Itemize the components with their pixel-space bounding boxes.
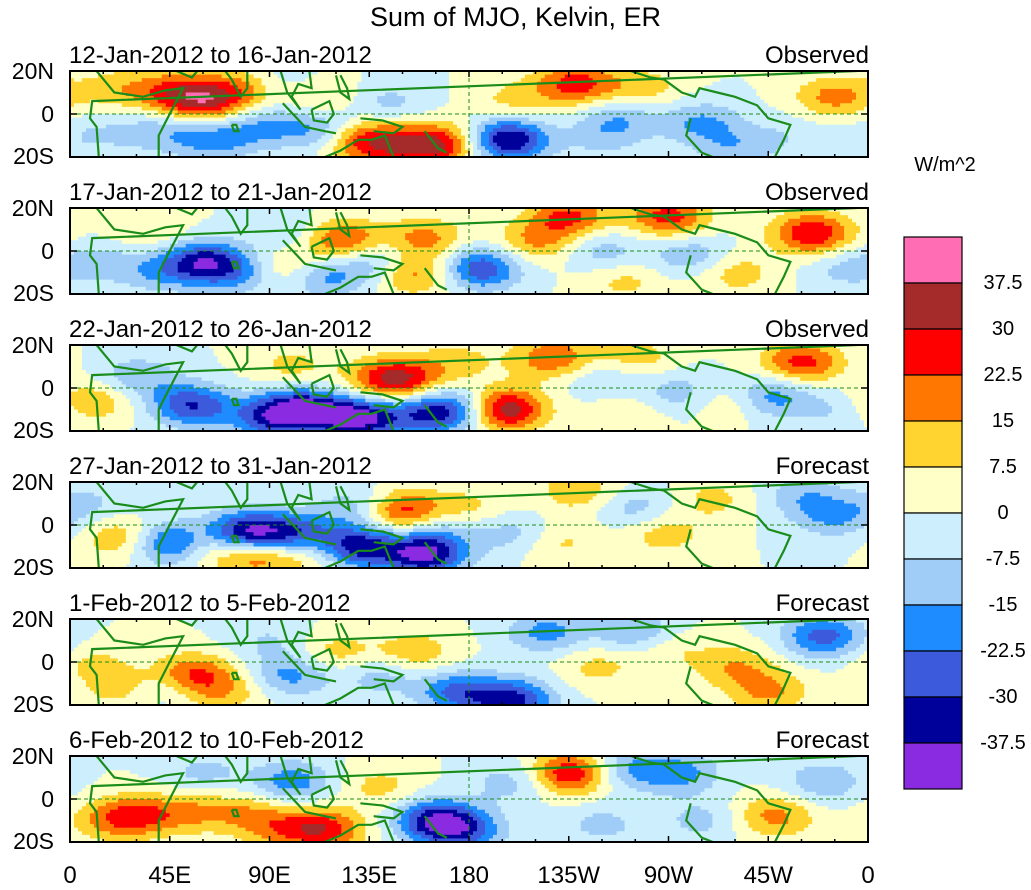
panel-date-range: 27-Jan-2012 to 31-Jan-2012 [69,453,372,481]
lat-tick-label: 20S [0,417,54,443]
panel-date-range: 12-Jan-2012 to 16-Jan-2012 [69,42,372,70]
colorbar-swatch [904,237,962,283]
lon-tick-label: 135W [529,862,609,890]
lat-tick-label: 0 [0,786,54,812]
map-panel-3 [70,341,869,432]
colorbar-swatch [904,513,962,559]
lat-tick-label: 20N [0,469,54,495]
lat-tick-label: 0 [0,238,54,264]
lat-tick-label: 0 [0,375,54,401]
colorbar-swatch [904,697,962,743]
colorbar-level-label: -7.5 [975,548,1031,570]
lat-tick-label: 20S [0,691,54,717]
colorbar-level-label: -22.5 [975,640,1031,662]
lon-tick-label: 90W [629,862,709,890]
colorbar-swatch [904,651,962,697]
panel-date-range: 1-Feb-2012 to 5-Feb-2012 [69,590,351,618]
panel-date-range: 6-Feb-2012 to 10-Feb-2012 [69,727,364,755]
panel-date-range: 17-Jan-2012 to 21-Jan-2012 [69,179,372,207]
map-panel-1 [70,67,869,158]
panel-date-range: 22-Jan-2012 to 26-Jan-2012 [69,316,372,344]
panel-status-label: Observed [765,42,869,70]
lat-tick-label: 0 [0,101,54,127]
panel-status-label: Observed [765,179,869,207]
colorbar-level-label: -15 [975,594,1031,616]
colorbar-swatch [904,283,962,329]
panel-status-label: Forecast [776,453,869,481]
colorbar-level-label: -30 [975,686,1031,708]
colorbar-level-label: -37.5 [975,732,1031,754]
colorbar-units-label: W/m^2 [900,154,990,177]
lon-tick-label: 0 [828,862,908,890]
lat-tick-label: 0 [0,649,54,675]
map-panel-4 [70,478,869,569]
panel-status-label: Forecast [776,727,869,755]
colorbar-swatch [904,559,962,605]
colorbar-level-label: 7.5 [975,456,1031,478]
colorbar-level-label: 30 [975,318,1031,340]
colorbar-level-label: 15 [975,410,1031,432]
colorbar-swatch [904,421,962,467]
lat-tick-label: 20N [0,58,54,84]
colorbar-swatch [904,467,962,513]
map-panel-5 [70,615,869,706]
panel-status-label: Forecast [776,590,869,618]
lat-tick-label: 20S [0,280,54,306]
lat-tick-label: 20N [0,332,54,358]
lat-tick-label: 20S [0,554,54,580]
colorbar-swatch [904,743,962,789]
lat-tick-label: 20S [0,828,54,854]
lat-tick-label: 20N [0,195,54,221]
lat-tick-label: 0 [0,512,54,538]
map-panel-2 [70,204,869,295]
colorbar-swatch [904,605,962,651]
lon-tick-label: 45W [728,862,808,890]
colorbar-swatch [904,375,962,421]
colorbar-level-label: 22.5 [975,364,1031,386]
panel-status-label: Observed [765,316,869,344]
lon-tick-label: 180 [429,862,509,890]
lon-tick-label: 45E [130,862,210,890]
lon-tick-label: 135E [329,862,409,890]
map-panel-6 [70,752,869,843]
lat-tick-label: 20S [0,143,54,169]
lat-tick-label: 20N [0,743,54,769]
colorbar-level-label: 0 [975,502,1031,524]
colorbar [904,237,962,789]
lon-tick-label: 0 [30,862,110,890]
colorbar-swatch [904,329,962,375]
lat-tick-label: 20N [0,606,54,632]
colorbar-level-label: 37.5 [975,272,1031,294]
lon-tick-label: 90E [230,862,310,890]
